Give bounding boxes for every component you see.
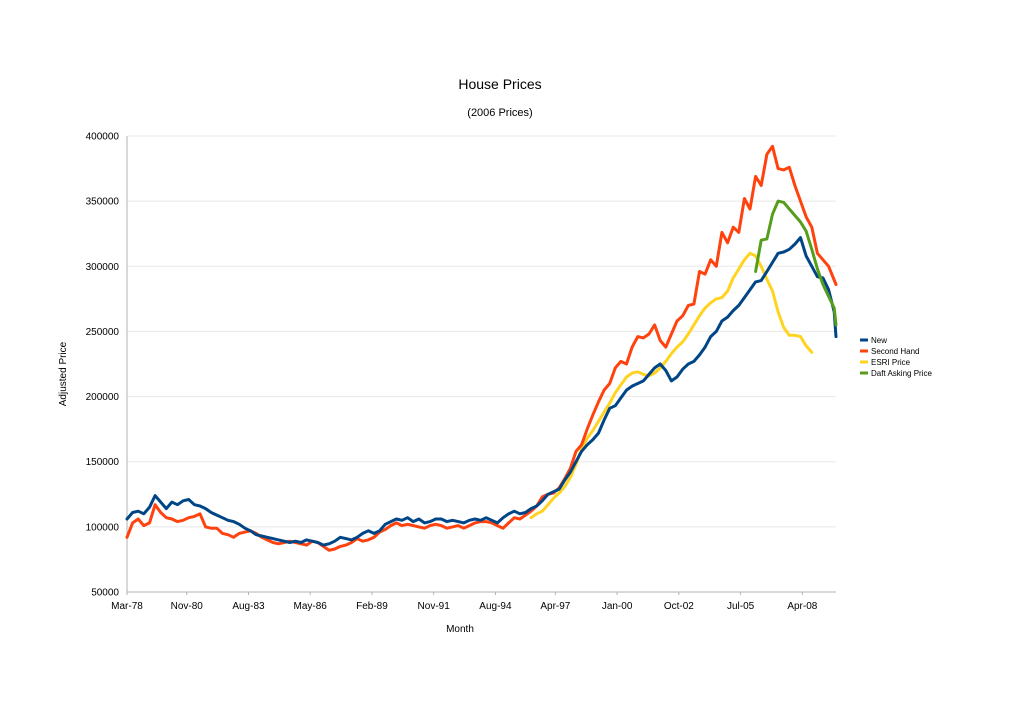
x-tick-label: Feb-89 [356, 601, 388, 612]
x-tick-label: Mar-78 [111, 601, 143, 612]
legend-label-new: New [871, 336, 887, 345]
x-tick-label: Apr-08 [787, 601, 817, 612]
x-tick-label: Oct-02 [664, 601, 694, 612]
legend-swatch-new [860, 338, 868, 342]
x-tick-label: Aug-83 [232, 601, 265, 612]
y-tick-label: 100000 [86, 522, 120, 533]
x-tick-label: Apr-97 [540, 601, 570, 612]
legend-swatch-second-hand [860, 349, 868, 353]
legend-swatch-daft-asking-price [860, 371, 868, 375]
y-tick-label: 400000 [86, 132, 120, 143]
legend: New Second Hand ESRI Price Daft Asking Pric… [860, 336, 932, 378]
gridlines [127, 135, 836, 528]
x-tick-label: Aug-94 [479, 601, 512, 612]
legend-swatch-esri-price [860, 360, 868, 364]
y-tick-label: 250000 [86, 327, 120, 338]
y-tick-label: 150000 [86, 457, 120, 468]
chart-subtitle: (2006 Prices) [467, 107, 532, 119]
series-line-daft-asking-price [754, 199, 838, 327]
y-tick-label: 50000 [91, 588, 119, 599]
series-line-esri-price [529, 251, 814, 520]
x-tick-label: Nov-80 [171, 601, 204, 612]
tick-labels: 50000 100000 150000 200000 250000 300000 35000… [86, 132, 818, 613]
series-line-new [125, 236, 838, 547]
x-tick-label: Jan-00 [602, 601, 633, 612]
x-tick-label: May-86 [294, 601, 328, 612]
axes [126, 136, 836, 595]
legend-label-daft-asking-price: Daft Asking Price [871, 369, 932, 378]
series-lines [125, 144, 838, 552]
x-axis-title: Month [446, 624, 474, 635]
x-tick-label: Jul-05 [727, 601, 755, 612]
series-line-second-hand [125, 144, 838, 552]
y-axis-title: Adjusted Price [58, 341, 69, 406]
legend-label-esri-price: ESRI Price [871, 358, 911, 367]
y-tick-label: 300000 [86, 262, 120, 273]
y-tick-label: 350000 [86, 197, 120, 208]
legend-label-second-hand: Second Hand [871, 347, 919, 356]
chart-title: House Prices [458, 76, 541, 92]
y-tick-label: 200000 [86, 392, 120, 403]
x-tick-label: Nov-91 [418, 601, 451, 612]
